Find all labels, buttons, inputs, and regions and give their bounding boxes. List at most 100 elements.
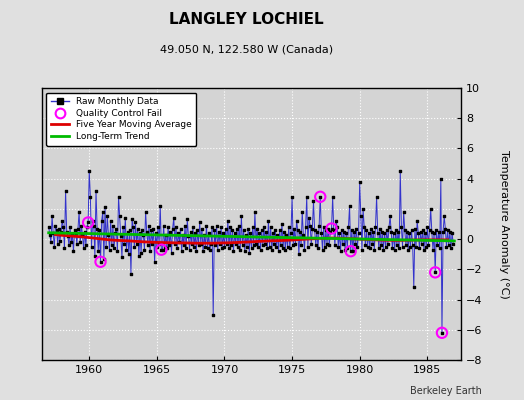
- Point: [362, 227, 370, 233]
- Point: [329, 194, 337, 200]
- Point: [410, 284, 418, 291]
- Point: [226, 224, 234, 230]
- Point: [245, 250, 254, 256]
- Point: [278, 221, 286, 227]
- Point: [162, 231, 170, 238]
- Point: [315, 222, 323, 229]
- Point: [265, 244, 274, 250]
- Point: [316, 194, 324, 200]
- Point: [378, 228, 386, 235]
- Point: [170, 215, 178, 221]
- Point: [62, 228, 71, 235]
- Point: [388, 245, 397, 251]
- Point: [205, 246, 214, 253]
- Text: Berkeley Earth: Berkeley Earth: [410, 386, 482, 396]
- Point: [141, 209, 150, 215]
- Point: [415, 245, 423, 251]
- Point: [413, 218, 421, 224]
- Point: [107, 242, 116, 248]
- Point: [307, 240, 315, 247]
- Point: [115, 213, 124, 220]
- Point: [398, 244, 407, 250]
- Point: [367, 225, 375, 232]
- Point: [123, 228, 132, 235]
- Point: [276, 227, 284, 233]
- Point: [195, 219, 204, 226]
- Point: [65, 242, 73, 248]
- Point: [66, 224, 74, 230]
- Point: [288, 194, 296, 200]
- Point: [63, 233, 72, 239]
- Point: [300, 246, 309, 253]
- Point: [47, 239, 55, 245]
- Point: [258, 242, 267, 248]
- Point: [328, 225, 336, 232]
- Point: [184, 233, 193, 239]
- Point: [384, 240, 392, 247]
- Point: [45, 224, 53, 230]
- Point: [331, 242, 339, 248]
- Point: [369, 228, 377, 235]
- Point: [249, 242, 258, 248]
- Point: [146, 248, 154, 254]
- Point: [156, 203, 165, 209]
- Point: [222, 225, 230, 232]
- Point: [252, 240, 260, 247]
- Point: [405, 230, 413, 236]
- Point: [397, 224, 406, 230]
- Point: [354, 230, 363, 236]
- Point: [60, 245, 69, 251]
- Point: [342, 230, 351, 236]
- Point: [361, 242, 369, 248]
- Point: [122, 246, 130, 253]
- Point: [423, 224, 431, 230]
- Point: [349, 248, 357, 254]
- Point: [164, 224, 172, 230]
- Point: [298, 209, 307, 215]
- Point: [425, 227, 434, 233]
- Point: [212, 222, 221, 229]
- Point: [372, 224, 380, 230]
- Point: [391, 227, 400, 233]
- Point: [163, 245, 171, 251]
- Point: [189, 224, 197, 230]
- Point: [81, 228, 89, 235]
- Point: [377, 242, 385, 248]
- Point: [144, 242, 152, 248]
- Point: [136, 230, 144, 236]
- Point: [134, 225, 142, 232]
- Point: [438, 330, 446, 336]
- Point: [448, 230, 456, 236]
- Point: [166, 228, 174, 235]
- Point: [314, 245, 322, 251]
- Text: 49.050 N, 122.580 W (Canada): 49.050 N, 122.580 W (Canada): [160, 44, 333, 54]
- Point: [263, 245, 271, 251]
- Point: [148, 240, 157, 247]
- Point: [357, 213, 365, 220]
- Point: [129, 224, 137, 230]
- Point: [88, 244, 96, 250]
- Point: [302, 194, 311, 200]
- Point: [449, 240, 457, 247]
- Point: [132, 219, 140, 226]
- Point: [344, 224, 353, 230]
- Point: [422, 244, 430, 250]
- Point: [217, 224, 225, 230]
- Point: [335, 230, 344, 236]
- Point: [119, 224, 127, 230]
- Point: [330, 227, 338, 233]
- Point: [242, 231, 250, 238]
- Point: [443, 227, 452, 233]
- Point: [353, 244, 362, 250]
- Point: [235, 222, 243, 229]
- Point: [92, 188, 100, 194]
- Point: [403, 228, 411, 235]
- Point: [279, 245, 287, 251]
- Point: [414, 230, 422, 236]
- Point: [275, 248, 283, 254]
- Point: [246, 230, 255, 236]
- Point: [431, 269, 440, 276]
- Point: [216, 240, 224, 247]
- Point: [341, 246, 350, 253]
- Point: [106, 218, 115, 224]
